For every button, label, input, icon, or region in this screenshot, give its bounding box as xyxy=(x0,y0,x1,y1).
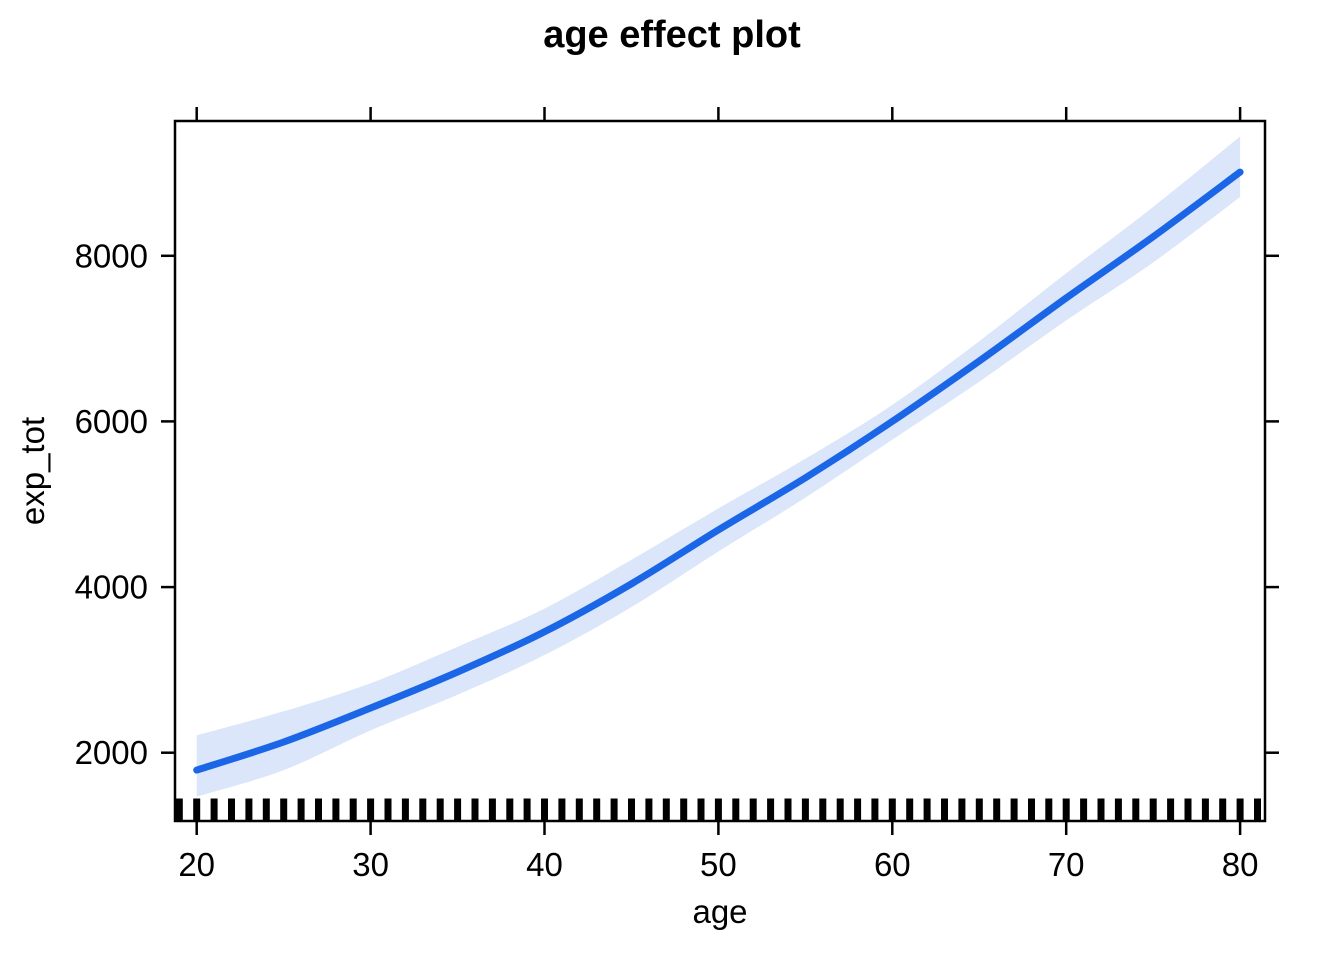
rug-mark xyxy=(923,798,931,821)
y-tick-label: 4000 xyxy=(75,569,148,606)
rug-mark xyxy=(436,798,444,821)
rug-mark xyxy=(836,798,844,821)
rug-mark xyxy=(245,798,253,821)
x-tick-label: 20 xyxy=(178,846,215,883)
rug-mark xyxy=(1201,798,1209,821)
rug-mark xyxy=(697,798,705,821)
rug-mark xyxy=(175,798,183,821)
y-axis: 2000 4000 6000 8000 xyxy=(75,237,1279,771)
rug-mark xyxy=(906,798,914,821)
rug-mark xyxy=(210,798,218,821)
plot-box xyxy=(173,119,1267,823)
rug-mark xyxy=(367,798,375,821)
y-tick-label: 6000 xyxy=(75,403,148,440)
rug-mark xyxy=(958,798,966,821)
rug-mark xyxy=(975,798,983,821)
rug-mark xyxy=(262,798,270,821)
x-tick-label: 70 xyxy=(1048,846,1085,883)
rug-mark xyxy=(541,798,548,821)
rug-mark xyxy=(228,798,235,821)
rug-mark xyxy=(749,798,757,821)
x-axis: 20 30 40 50 60 70 80 xyxy=(178,107,1258,883)
y-tick-label: 8000 xyxy=(75,237,148,274)
x-tick-label: 60 xyxy=(874,846,911,883)
rug-mark xyxy=(349,798,357,821)
rug-mark xyxy=(315,798,322,821)
rug-mark xyxy=(941,798,948,821)
rug-mark xyxy=(732,798,740,821)
y-tick-label: 2000 xyxy=(75,734,148,771)
x-tick-label: 50 xyxy=(700,846,737,883)
rug-mark xyxy=(1254,798,1261,821)
rug-mark xyxy=(454,798,462,821)
rug-mark xyxy=(297,798,305,821)
rug-mark xyxy=(628,798,635,821)
rug-mark xyxy=(1010,798,1018,821)
rug-mark xyxy=(401,798,409,821)
rug-mark xyxy=(1114,798,1122,821)
chart-title: age effect plot xyxy=(543,14,801,56)
rug-mark xyxy=(384,798,392,821)
x-tick-label: 30 xyxy=(352,846,389,883)
rug-mark xyxy=(1236,798,1244,821)
rug-mark xyxy=(523,798,531,821)
rug-mark xyxy=(280,798,288,821)
rug-mark xyxy=(558,798,566,821)
rug-mark xyxy=(871,798,879,821)
rug-mark xyxy=(1184,798,1192,821)
rug-mark xyxy=(1062,798,1070,821)
rug-mark xyxy=(1028,798,1035,821)
rug-mark xyxy=(610,798,618,821)
rug-mark xyxy=(714,798,722,821)
rug-mark xyxy=(1097,798,1105,821)
rug-mark xyxy=(784,798,792,821)
rug-mark xyxy=(888,798,896,821)
x-tick-label: 40 xyxy=(526,846,563,883)
x-axis-label: age xyxy=(692,893,748,930)
rug-mark xyxy=(1080,798,1088,821)
rug-mark xyxy=(471,798,479,821)
rug-mark xyxy=(506,798,514,821)
rug-mark xyxy=(332,798,340,821)
rug-mark xyxy=(488,798,496,821)
x-tick-label: 80 xyxy=(1222,846,1259,883)
rug-marks xyxy=(175,798,1261,821)
rug-mark xyxy=(767,798,775,821)
rug-mark xyxy=(680,798,688,821)
rug-mark xyxy=(1167,798,1175,821)
confidence-band xyxy=(196,136,1241,797)
rug-mark xyxy=(593,798,601,821)
rug-mark xyxy=(1045,798,1053,821)
rug-mark xyxy=(819,798,827,821)
rug-mark xyxy=(1149,798,1157,821)
rug-mark xyxy=(193,798,201,821)
rug-mark xyxy=(575,798,583,821)
y-axis-label: exp_tot xyxy=(14,416,51,526)
rug-mark xyxy=(1219,798,1227,821)
rug-mark xyxy=(854,798,862,821)
rug-mark xyxy=(662,798,670,821)
rug-mark xyxy=(419,798,427,821)
rug-mark xyxy=(801,798,809,821)
rug-mark xyxy=(993,798,1001,821)
rug-mark xyxy=(1132,798,1140,821)
rug-mark xyxy=(645,798,653,821)
fit-line xyxy=(193,168,1244,774)
